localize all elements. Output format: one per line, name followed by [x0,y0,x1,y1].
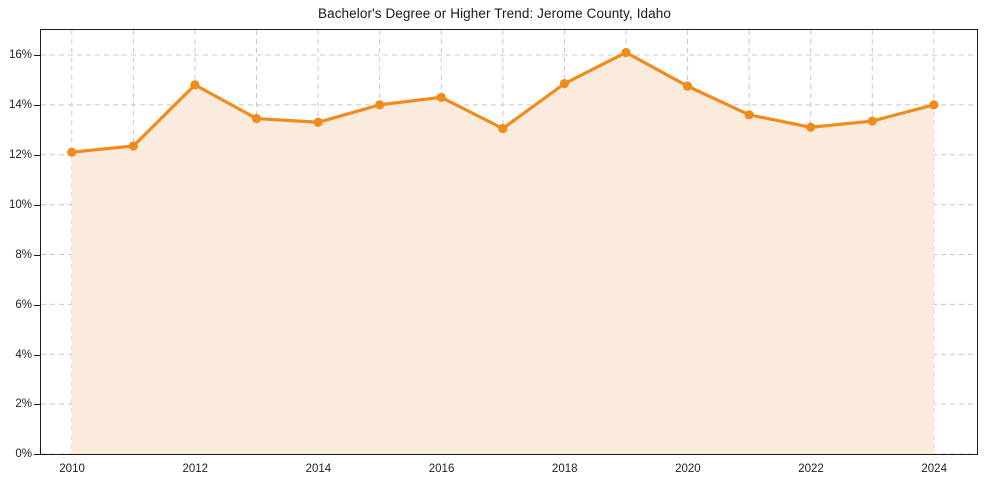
y-axis-tick-label: 6% [15,298,32,311]
plot-area: 2010: 12.1% 2011: 12.35% 2012: 14.8% 2013: … [40,29,978,455]
data-point-marker: 2016: 14.3% [436,92,446,102]
y-axis-tick-label: 12% [8,149,32,161]
y-axis-tick-mark [34,105,40,107]
data-point-marker: 2024: 14% [929,100,939,110]
data-point-marker: 2015: 14% [375,100,385,110]
data-point-marker: 2011: 12.35% [128,141,138,151]
data-point-marker: 2010: 12.1% [67,147,77,157]
y-axis-tick-mark [34,304,40,306]
x-axis-tick-labels: 2010 2012 2014 2016 2018 2020 2022 2024 [0,455,989,485]
y-axis-tick-mark [34,204,40,206]
data-point-marker: 2017: 13.05% [498,123,508,134]
y-axis-tick-mark [34,155,40,156]
y-axis-tick-label: 14% [8,99,32,112]
x-axis-tick-label: 2010 [59,463,85,475]
y-axis-tick-label: 10% [8,198,32,211]
x-axis-tick-label: 2016 [428,463,455,475]
y-axis-tick-label: 0% [15,448,32,461]
data-point-marker: 2023: 13.35% [867,116,877,126]
y-axis-tick-label: 16% [8,49,32,62]
y-axis-tick-label: 2% [15,398,32,411]
x-axis-tick-label: 2022 [798,463,824,475]
data-point-markers: 2010: 12.1% 2011: 12.35% 2012: 14.8% 2013: … [67,47,939,157]
data-point-marker: 2019: 16.1% [621,47,631,58]
data-point-marker: 2012: 14.8% [190,80,200,90]
y-axis-tick-labels: 0% 2% 4% 6% 8% 10% 12% 14% 16% [0,29,32,460]
x-axis-tick-label: 2020 [675,463,701,475]
chart-title: Bachelor's Degree or Higher Trend: Jerom… [317,6,671,21]
y-axis-tick-label: 4% [15,348,32,361]
x-axis-tick-label: 2012 [182,463,209,475]
y-axis-tick-mark [34,354,40,356]
data-point-marker: 2013: 13.45% [251,113,262,124]
y-axis-tick-mark [34,254,40,256]
data-point-marker: 2020: 14.75% [682,81,693,91]
x-axis-tick-label: 2024 [921,463,947,475]
data-point-marker: 2022: 13.1% [806,122,816,132]
y-axis-tick-mark [34,454,40,456]
area-fill-path [71,52,934,454]
line-area-chart-svg: 2010: 12.1% 2011: 12.35% 2012: 14.8% 2013: … [41,30,977,454]
y-axis-tick-mark [34,404,40,406]
data-point-marker: 2014: 13.3% [313,117,323,127]
data-point-marker: 2018: 14.85% [559,79,570,89]
x-axis-tick-label: 2014 [305,463,332,475]
y-axis-tick-marks [0,29,40,456]
x-axis-tick-label: 2018 [551,463,578,475]
data-point-marker: 2021: 13.6% [744,110,754,120]
y-axis-tick-mark [34,55,40,57]
y-axis-tick-label: 8% [15,248,32,261]
